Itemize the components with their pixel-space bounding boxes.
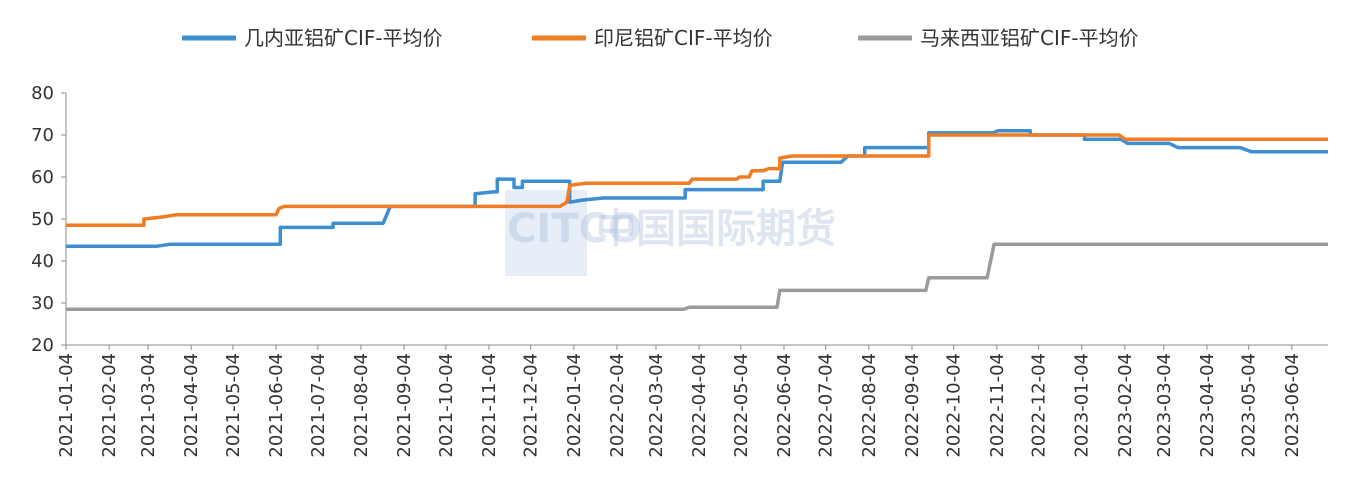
x-tick-label: 2021-08-04: [351, 353, 372, 458]
x-tick-label: 2021-04-04: [181, 353, 202, 458]
x-axis: 2021-01-04 2021-02-04 2021-03-04 2021-04-04…: [56, 344, 1328, 458]
x-tick-label: 2021-03-04: [138, 353, 159, 458]
x-tick-label: 2021-11-04: [479, 353, 500, 458]
x-tick-label: 2022-02-04: [607, 353, 628, 458]
x-tick-label: 2022-11-04: [987, 353, 1008, 458]
x-tick-label: 2022-03-04: [646, 353, 667, 458]
x-tick-label: 2023-05-04: [1239, 353, 1260, 458]
x-tick-label: 2022-04-04: [689, 353, 710, 458]
watermark-company-name: 中国国际期货: [596, 206, 836, 252]
x-tick-label: 2022-12-04: [1029, 353, 1050, 458]
x-tick-label: 2021-10-04: [436, 353, 457, 458]
x-tick-label: 2021-06-04: [266, 353, 287, 458]
x-tick-label: 2022-08-04: [859, 353, 880, 458]
watermark-logo-text: CITCO: [507, 206, 642, 252]
x-tick-label: 2022-09-04: [902, 353, 923, 458]
x-tick-label: 2021-01-04: [56, 353, 77, 458]
x-tick-label: 2021-12-04: [521, 353, 542, 458]
watermark: CITCO 中国国际期货: [505, 190, 836, 276]
series-line-2: [66, 133, 1328, 228]
legend: 几内亚铝矿CIF-平均价 印尼铝矿CIF-平均价 马来西亚铝矿CIF-平均价: [182, 26, 1139, 50]
x-tick-label: 2022-10-04: [944, 353, 965, 458]
y-tick-label: 80: [31, 83, 54, 104]
x-tick-label: 2023-03-04: [1154, 353, 1175, 458]
legend-label-1: 几内亚铝矿CIF-平均价: [244, 26, 443, 50]
x-tick-label: 2021-07-04: [308, 353, 329, 458]
x-tick-label: 2021-09-04: [394, 353, 415, 458]
y-tick-label: 60: [31, 167, 54, 188]
x-tick-label: 2021-02-04: [99, 353, 120, 458]
y-axis: 20 30 40 50 60 70 80: [31, 83, 67, 356]
watermark-logo-block: [505, 190, 587, 276]
x-tick-label: 2023-06-04: [1282, 353, 1303, 458]
y-tick-label: 50: [31, 209, 54, 230]
y-tick-label: 20: [31, 335, 54, 356]
x-tick-label: 2023-02-04: [1115, 353, 1136, 458]
series-line-3: [66, 242, 1328, 312]
x-tick-label: 2022-07-04: [816, 353, 837, 458]
x-tick-label: 2023-01-04: [1072, 353, 1093, 458]
y-tick-label: 40: [31, 251, 54, 272]
x-tick-label: 2022-06-04: [774, 353, 795, 458]
legend-label-2: 印尼铝矿CIF-平均价: [594, 26, 773, 50]
x-tick-label: 2022-05-04: [731, 353, 752, 458]
x-tick-label: 2022-01-04: [564, 353, 585, 458]
y-tick-label: 30: [31, 293, 54, 314]
legend-label-3: 马来西亚铝矿CIF-平均价: [920, 26, 1139, 50]
x-tick-label: 2023-04-04: [1197, 353, 1218, 458]
y-tick-label: 70: [31, 125, 54, 146]
series-group: [66, 129, 1328, 312]
x-tick-label: 2021-05-04: [223, 353, 244, 458]
